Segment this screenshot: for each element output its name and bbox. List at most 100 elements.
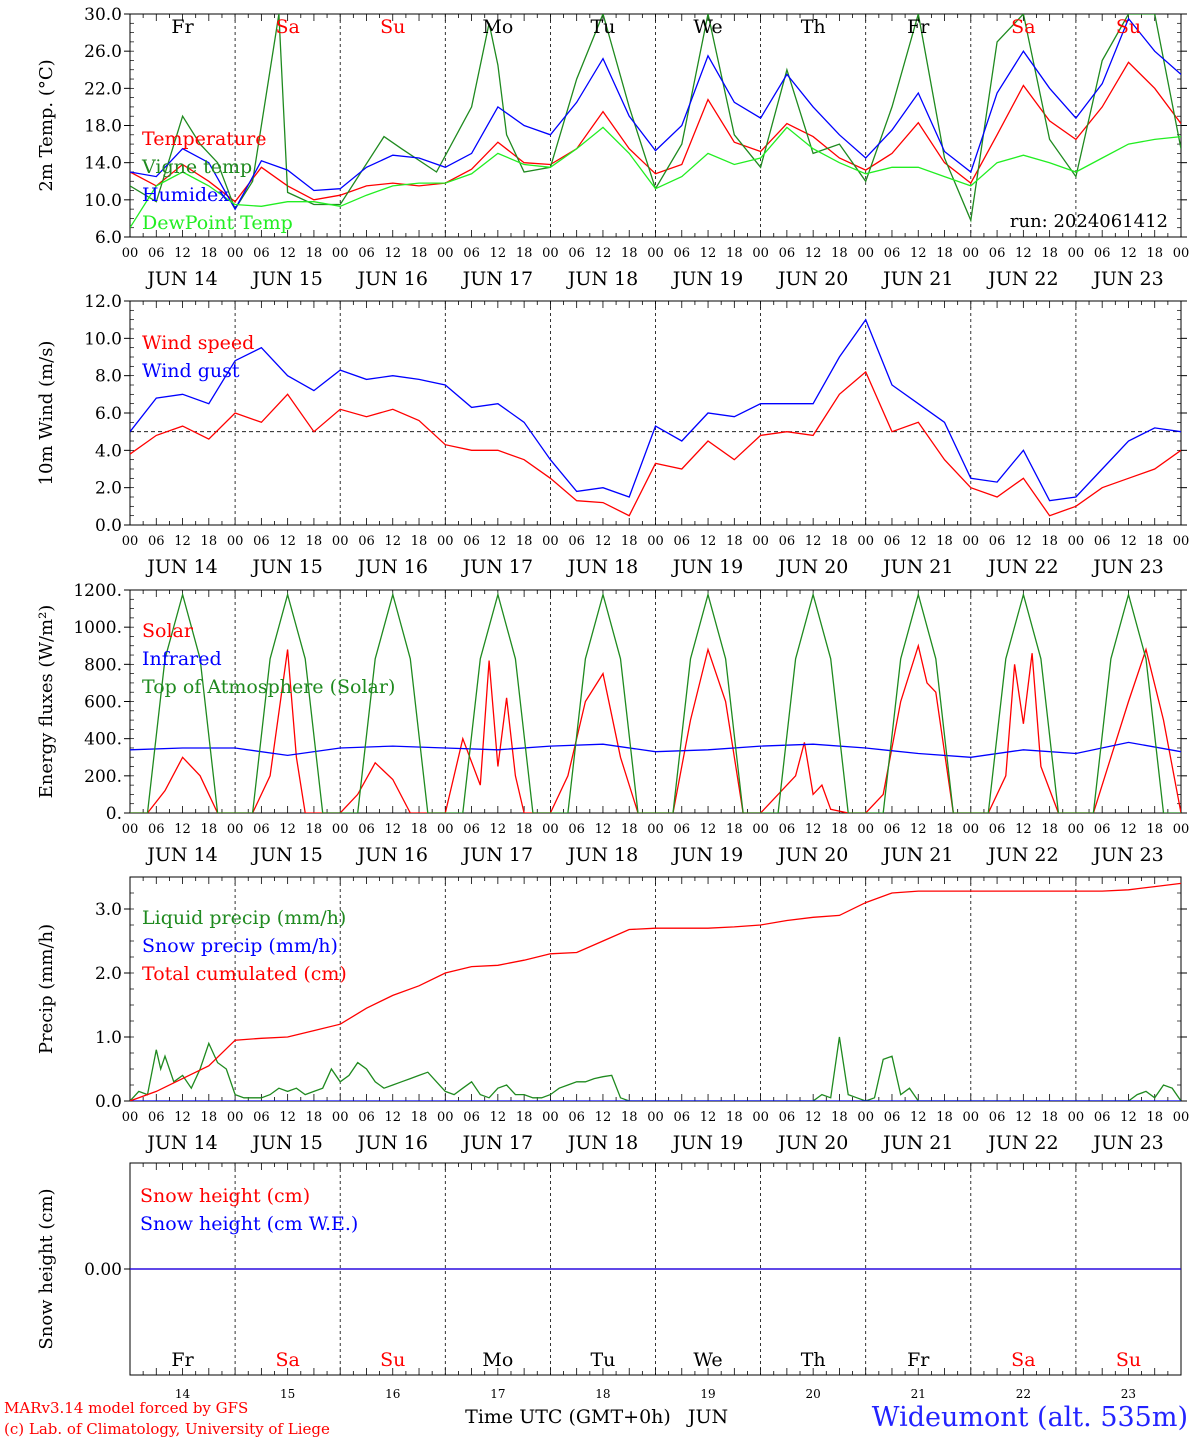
legend-entry: Infrared (142, 648, 222, 670)
day-number-label: 15 (280, 1387, 295, 1401)
x-hour-label: 00 (122, 534, 139, 549)
x-hour-label: 06 (568, 1110, 585, 1125)
day-number-label: 20 (806, 1387, 821, 1401)
weekday-label: Fr (171, 16, 194, 38)
x-hour-label: 12 (384, 822, 401, 837)
x-hour-label: 12 (174, 1110, 191, 1125)
x-hour-label: 00 (1173, 534, 1190, 549)
x-hour-label: 00 (1173, 246, 1190, 261)
day-number-label: 19 (700, 1387, 715, 1401)
x-hour-label: 12 (279, 534, 296, 549)
weekday-label: Sa (275, 16, 299, 38)
x-date-label: JUN 15 (250, 268, 322, 290)
x-hour-label: 12 (910, 534, 927, 549)
x-date-label: JUN 15 (250, 1132, 322, 1154)
x-hour-label: 18 (936, 246, 953, 261)
x-hour-label: 00 (332, 534, 349, 549)
x-hour-label: 18 (1041, 534, 1058, 549)
panel-wind: 0.0 2.0 4.0 6.0 8.0 10.0 12.0 10m Wind (m/s) Win… (36, 292, 1189, 578)
weekday-label: Th (801, 16, 826, 38)
y-axis-label: Snow height (cm) (36, 1188, 57, 1349)
x-hour-label: 12 (279, 822, 296, 837)
x-hour-label: 00 (332, 1110, 349, 1125)
x-hour-label: 18 (726, 534, 743, 549)
x-hour-label: 00 (752, 1110, 769, 1125)
x-hour-label: 00 (1173, 1110, 1190, 1125)
x-hour-label: 12 (1015, 534, 1032, 549)
x-date-label: JUN 14 (145, 268, 217, 290)
x-hour-label: 18 (936, 534, 953, 549)
x-hour-label: 18 (516, 246, 533, 261)
x-date-label: JUN 23 (1091, 844, 1163, 866)
day-number-label: 23 (1121, 1387, 1136, 1401)
x-hour-label: 00 (857, 822, 874, 837)
day-number-label: 21 (911, 1387, 926, 1401)
x-hour-label: 12 (595, 1110, 612, 1125)
x-date-label: JUN 15 (250, 556, 322, 578)
day-number-label: 14 (175, 1387, 191, 1401)
x-hour-label: 18 (831, 1110, 848, 1125)
x-hour-label: 18 (306, 1110, 323, 1125)
x-hour-label: 18 (201, 246, 218, 261)
y-tick-label: 2.0 (95, 479, 122, 499)
x-hour-label: 00 (437, 534, 454, 549)
x-hour-label: 00 (437, 822, 454, 837)
x-hour-label: 18 (411, 246, 428, 261)
x-hour-label: 12 (805, 822, 822, 837)
x-hour-label: 18 (1146, 534, 1163, 549)
x-date-label: JUN 23 (1091, 268, 1163, 290)
series-line-top-of-atmosphere-solar- (130, 592, 1181, 813)
x-hour-label: 00 (647, 822, 664, 837)
x-hour-label: 12 (805, 246, 822, 261)
plot-frame (129, 300, 1182, 526)
legend-entry: Wind gust (142, 360, 240, 382)
model-credit: MARv3.14 model forced by GFS (4, 1399, 249, 1417)
x-hour-label: 12 (174, 822, 191, 837)
weekday-label: Tu (590, 1349, 615, 1371)
x-hour-label: 06 (463, 534, 480, 549)
x-hour-label: 00 (963, 822, 980, 837)
y-tick-label: 18.0 (84, 117, 122, 137)
plot-frame (129, 13, 1182, 238)
x-hour-label: 18 (621, 1110, 638, 1125)
x-hour-label: 12 (490, 534, 507, 549)
x-date-label: JUN 17 (461, 1132, 533, 1154)
x-hour-label: 18 (411, 534, 428, 549)
x-date-label: JUN 20 (776, 268, 848, 290)
x-hour-label: 18 (1041, 1110, 1058, 1125)
weekday-label: Su (380, 16, 405, 38)
x-hour-label: 18 (831, 246, 848, 261)
legend-entry: DewPoint Temp (142, 212, 293, 234)
day-number-label: 16 (385, 1387, 400, 1401)
x-hour-label: 12 (384, 246, 401, 261)
x-hour-label: 00 (542, 1110, 559, 1125)
x-hour-label: 00 (332, 822, 349, 837)
series-line-wind-speed (130, 370, 1181, 517)
x-hour-label: 12 (1120, 534, 1137, 549)
x-hour-label: 18 (201, 534, 218, 549)
x-hour-label: 18 (621, 246, 638, 261)
x-hour-label: 06 (358, 534, 375, 549)
x-hour-label: 00 (227, 534, 244, 549)
x-hour-label: 18 (726, 1110, 743, 1125)
x-hour-label: 12 (700, 1110, 717, 1125)
x-hour-label: 06 (779, 534, 796, 549)
x-date-label: JUN 16 (356, 268, 428, 290)
weekday-label: Mo (482, 16, 513, 38)
x-date-label: JUN 20 (776, 1132, 848, 1154)
y-tick-label: 26.0 (84, 42, 122, 62)
x-hour-label: 00 (1068, 534, 1085, 549)
y-axis-label: Precip (mm/h) (36, 924, 57, 1054)
y-tick-label: 800. (84, 655, 122, 675)
series-line-humidex (130, 17, 1181, 211)
x-hour-label: 12 (174, 534, 191, 549)
x-date-label: JUN 20 (776, 556, 848, 578)
x-hour-label: 18 (516, 822, 533, 837)
series-line-vigne-temp (130, 14, 1181, 223)
x-hour-label: 00 (857, 534, 874, 549)
x-hour-label: 00 (1068, 822, 1085, 837)
y-tick-label: 1000. (73, 618, 122, 638)
legend-entry: Temperature (142, 128, 266, 150)
x-date-label: JUN 19 (671, 1132, 743, 1154)
legend-entry: Humidex (142, 184, 229, 206)
